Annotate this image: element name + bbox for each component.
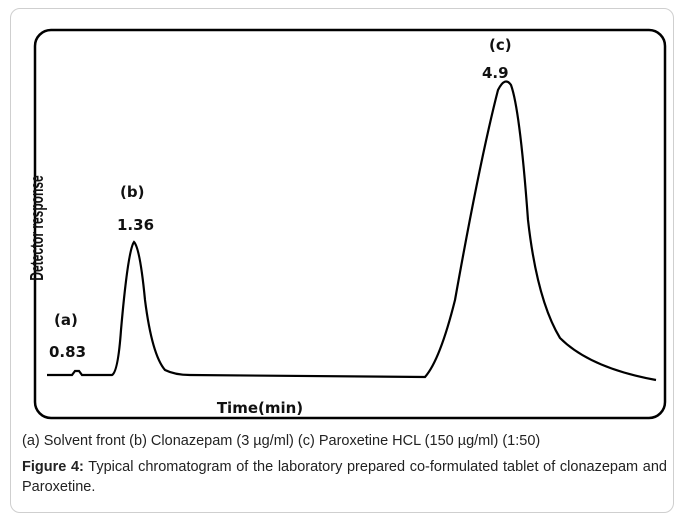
chromatogram-trace xyxy=(47,80,657,382)
peak-id: (b) xyxy=(120,183,144,201)
caption-text: Typical chromatogram of the laboratory p… xyxy=(22,459,667,495)
peak-time: 1.36 xyxy=(117,216,154,234)
plot-border xyxy=(33,28,667,420)
caption-label: Figure 4: xyxy=(22,459,84,475)
x-axis-label: Time(min) xyxy=(217,399,303,417)
peak-id: (a) xyxy=(54,311,78,329)
chromatogram: (a) 0.83 (b) 1.36 (c) 4.9 Time(min) Dete… xyxy=(28,28,667,420)
peak-time: 4.9 xyxy=(482,64,509,82)
legend-text: (a) Solvent front (b) Clonazepam (3 µg/m… xyxy=(22,433,541,449)
y-axis-label: Detector response xyxy=(28,175,48,281)
figure-frame xyxy=(10,8,674,513)
peak-time: 0.83 xyxy=(49,343,86,361)
caption: Figure 4: Typical chromatogram of the la… xyxy=(22,457,667,497)
peak-id: (c) xyxy=(489,36,512,54)
